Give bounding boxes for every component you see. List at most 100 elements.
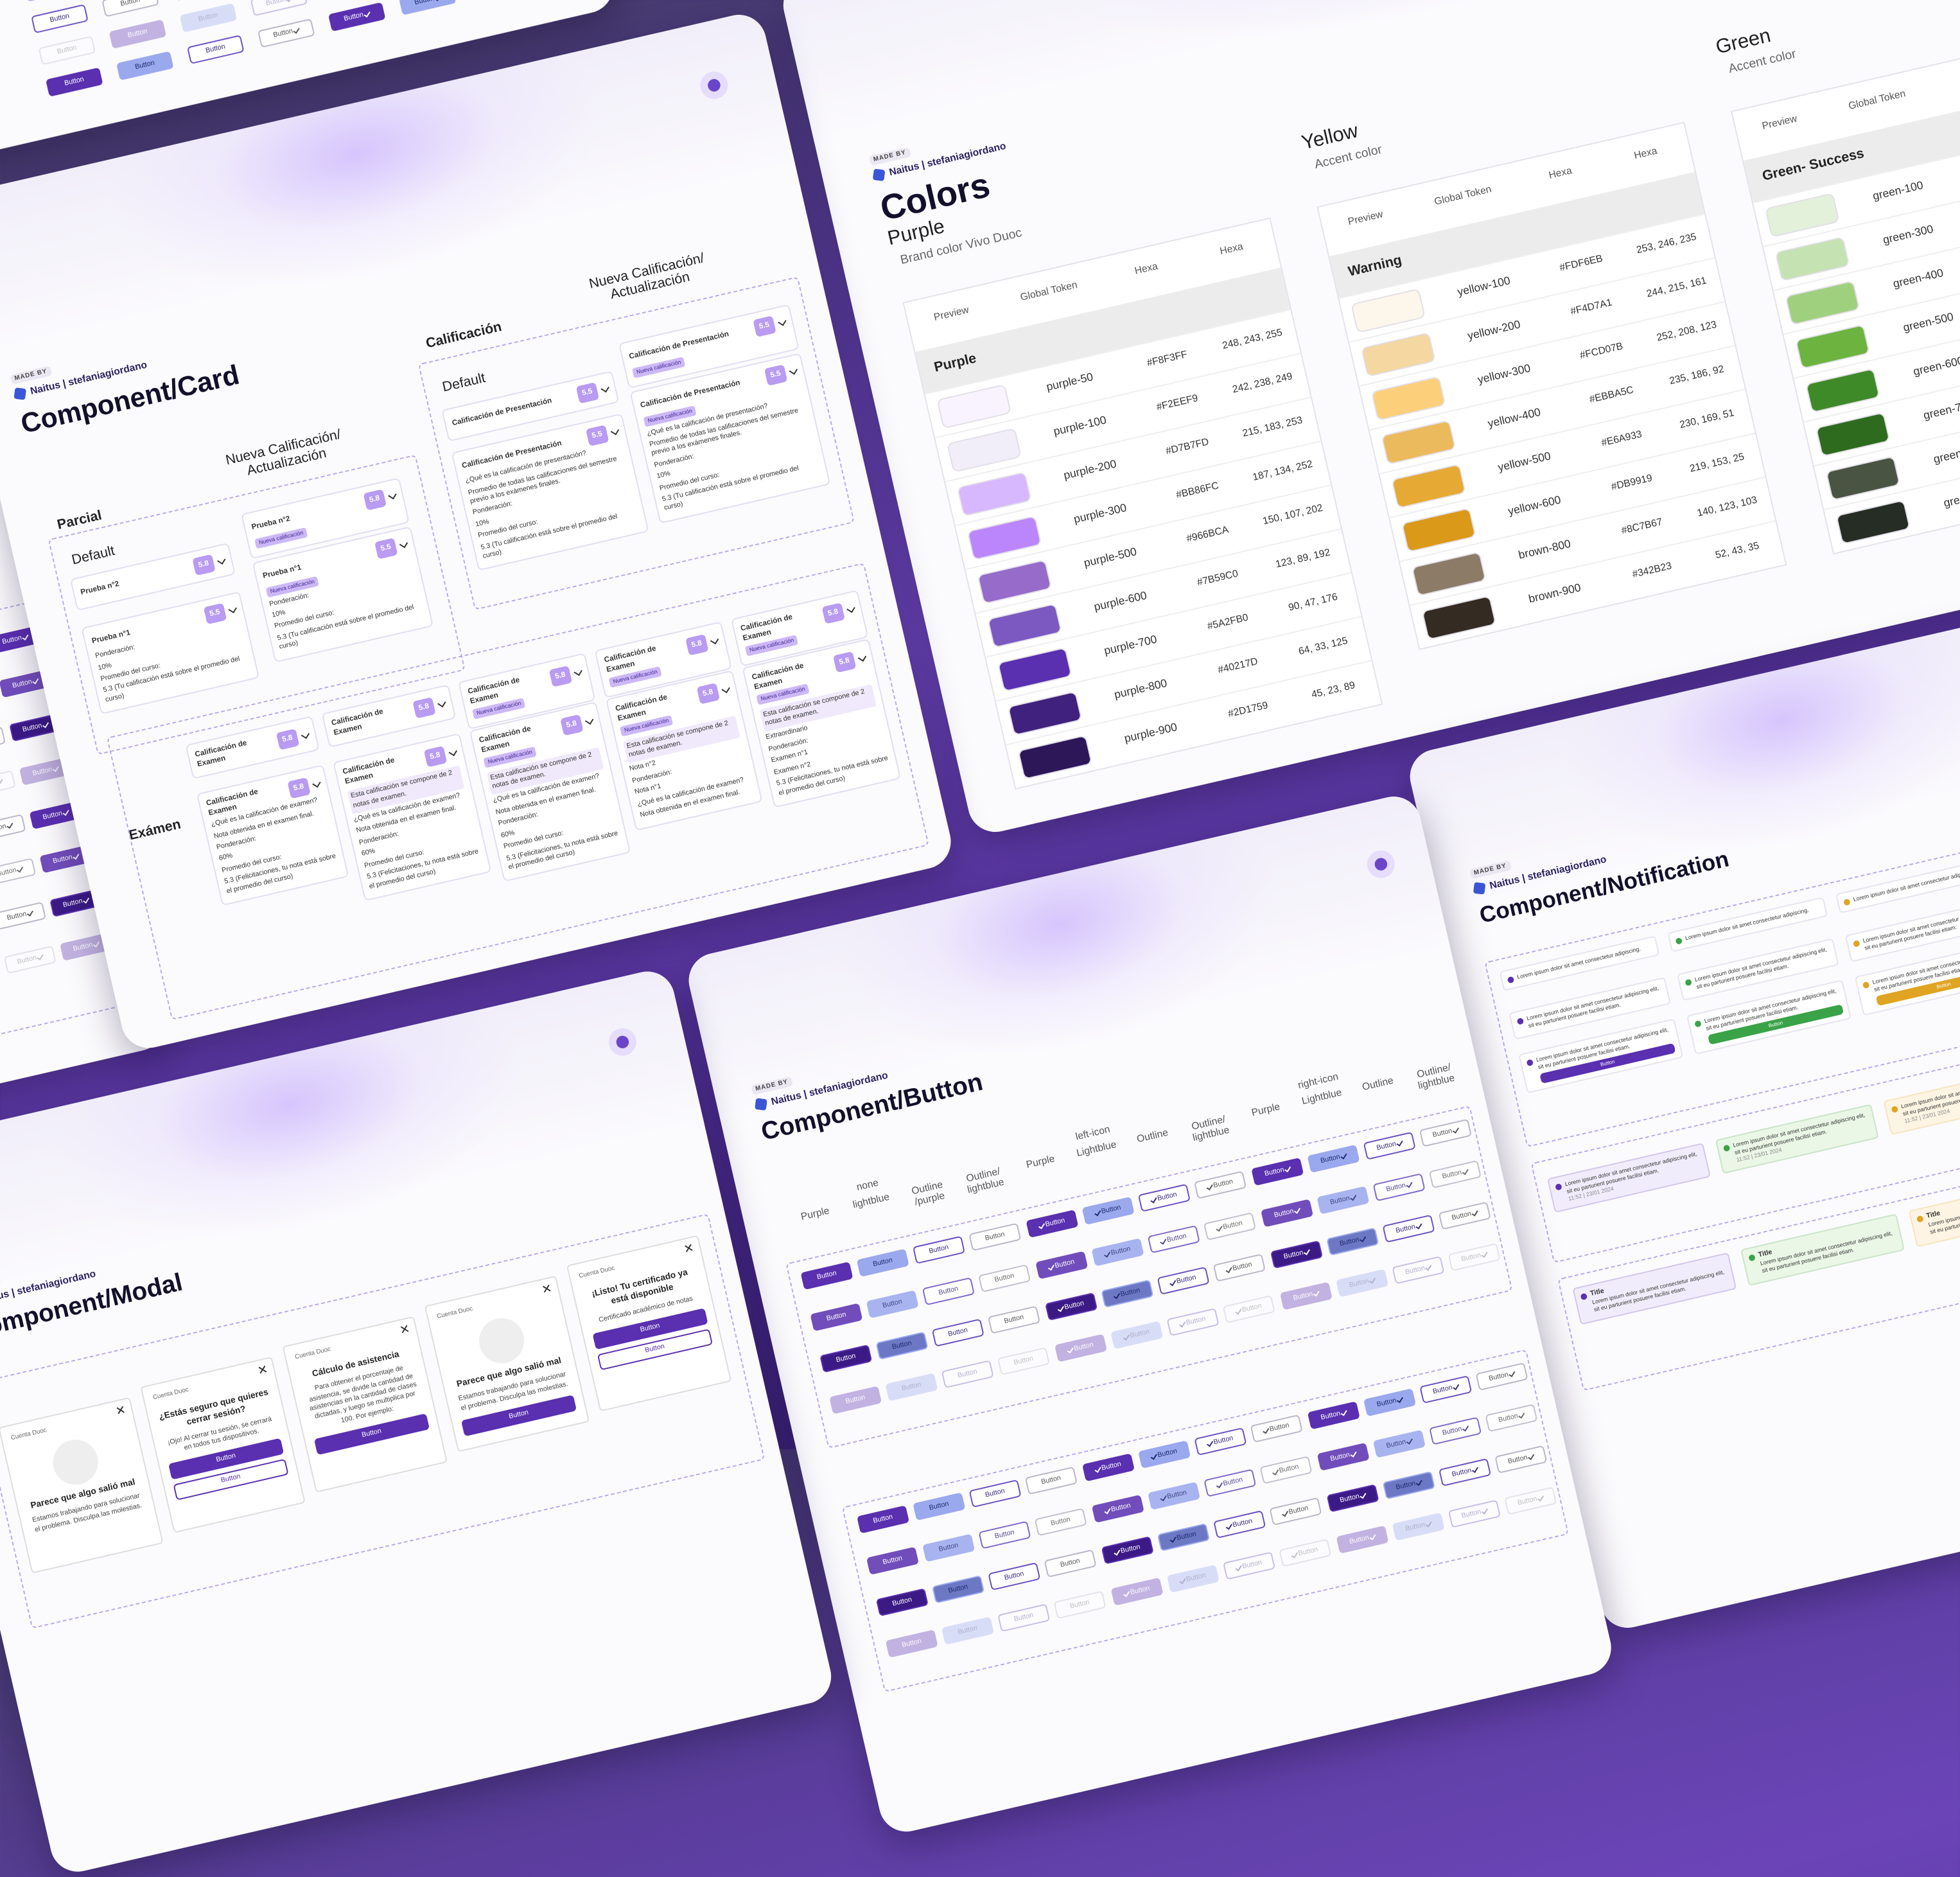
status-dot <box>1916 1215 1924 1223</box>
button-label: Button <box>891 1339 913 1352</box>
status-dot <box>1748 1254 1756 1262</box>
check-icon <box>1159 1494 1166 1501</box>
button-label: Button <box>1119 1287 1141 1299</box>
hex-cell: #FDF6EB <box>1558 252 1604 274</box>
status-dot <box>1852 940 1860 947</box>
button-label: Button <box>1232 1261 1253 1273</box>
table-header: Preview <box>1760 112 1798 132</box>
grade-chip: 5.8 <box>696 683 721 705</box>
check-icon <box>1369 1532 1377 1540</box>
button-label: Button <box>1264 1166 1285 1179</box>
button-label: Button <box>1404 1521 1426 1533</box>
chevron <box>846 604 855 613</box>
grade-chip: 5.5 <box>752 315 776 338</box>
chevron <box>228 604 237 613</box>
check-icon <box>1159 1237 1166 1244</box>
check-icon <box>1150 1195 1157 1203</box>
table-header: Global Token <box>1847 87 1907 112</box>
button-label: Button <box>6 910 28 923</box>
token-cell: green-800 <box>1932 441 1960 466</box>
button[interactable]: Button <box>328 2 386 32</box>
hex-cell: #E6A933 <box>1600 428 1643 449</box>
check-icon <box>1360 1490 1367 1499</box>
check-icon <box>1205 1182 1212 1190</box>
grade-chip: 5.5 <box>575 382 600 404</box>
rgb-cell: 242, 238, 249 <box>1231 370 1294 396</box>
column-heading: Outline/ lightblue <box>1190 1113 1230 1143</box>
check-icon <box>1150 1452 1157 1459</box>
button-label: Button <box>1063 1300 1085 1312</box>
button[interactable]: Button <box>250 0 308 17</box>
button-label: Button <box>1241 1559 1263 1571</box>
hex-cell: #342B23 <box>1631 560 1673 580</box>
button-label: Button <box>1451 1210 1473 1222</box>
check-icon <box>1294 1206 1301 1213</box>
button-label: Button <box>947 1583 969 1596</box>
check-icon <box>1123 1589 1130 1597</box>
table-header: Preview <box>932 304 970 323</box>
button-label: Button <box>1376 1397 1397 1409</box>
button-label: Button <box>64 76 85 88</box>
hex-cell: #7B59C0 <box>1196 567 1239 588</box>
button-label: Button <box>343 12 365 24</box>
check-icon <box>1056 1304 1063 1312</box>
button-label: Button <box>1498 1413 1519 1425</box>
button[interactable]: Button <box>45 67 103 97</box>
table-header: Preview <box>1347 208 1385 227</box>
hex-cell: #F4D7A1 <box>1569 296 1613 317</box>
grade-chip: 5.8 <box>276 728 300 751</box>
button-label: Button <box>1100 1204 1122 1216</box>
button[interactable]: Button <box>172 0 230 1</box>
button-label: Button <box>1329 1451 1351 1464</box>
button-label: Button <box>1185 1315 1207 1328</box>
rgb-cell: 64, 33, 125 <box>1297 635 1349 657</box>
button-label: Button <box>1241 1302 1263 1315</box>
chevron <box>448 747 457 756</box>
button[interactable]: Button <box>257 18 315 48</box>
button-label: Button <box>1222 1476 1244 1488</box>
table-header: Hexa <box>1547 164 1573 181</box>
status-dot <box>1694 1020 1702 1028</box>
button[interactable]: Button <box>23 0 82 2</box>
button[interactable]: Button <box>31 4 89 34</box>
table-header: Global Token <box>1433 183 1492 207</box>
button[interactable]: Button <box>38 35 96 66</box>
button-label: Button <box>891 1596 913 1608</box>
button-label: Button <box>1110 1502 1132 1514</box>
button-label: Button <box>56 44 78 57</box>
chevron <box>301 730 310 739</box>
button-label: Button <box>1129 1328 1151 1341</box>
button-label: Button <box>62 897 83 910</box>
button[interactable]: Button <box>101 0 159 17</box>
check-icon <box>1350 1192 1357 1201</box>
button[interactable]: Button <box>186 35 245 64</box>
status-dot <box>1526 1059 1534 1067</box>
check-icon <box>1103 1249 1110 1258</box>
button-label: Button <box>31 766 53 779</box>
button[interactable]: Button <box>109 19 167 49</box>
status-dot <box>1722 1144 1731 1152</box>
check-icon <box>1047 1262 1054 1271</box>
chevron <box>437 698 446 707</box>
button[interactable]: Button <box>116 51 174 81</box>
button-label: Button <box>1166 1489 1188 1501</box>
button-label: Button <box>134 60 156 72</box>
grade-chip: 5.8 <box>821 603 846 625</box>
button-label: Button <box>1395 1223 1417 1235</box>
hex-cell: #966BCA <box>1185 524 1230 545</box>
check-icon <box>6 820 14 829</box>
button-label: Button <box>272 28 294 40</box>
page: Naitus design system showcase html,body{… <box>0 0 1960 1449</box>
chevron <box>777 317 787 326</box>
color-table: Preview Global Token Hexa Hexa Purple purple-… <box>902 217 1383 790</box>
button-label: Button <box>1282 1249 1304 1262</box>
button[interactable]: Button <box>179 3 238 33</box>
column-heading: Purple <box>800 1204 831 1222</box>
button-label: Button <box>882 1298 904 1310</box>
button[interactable]: Button <box>398 0 457 15</box>
rgb-cell: 219, 153, 25 <box>1688 450 1746 475</box>
button-label: Button <box>22 722 43 734</box>
hex-cell: #DB9919 <box>1610 471 1654 493</box>
grade-chip: 5.8 <box>362 489 387 511</box>
button-label: Button <box>1288 1504 1309 1517</box>
